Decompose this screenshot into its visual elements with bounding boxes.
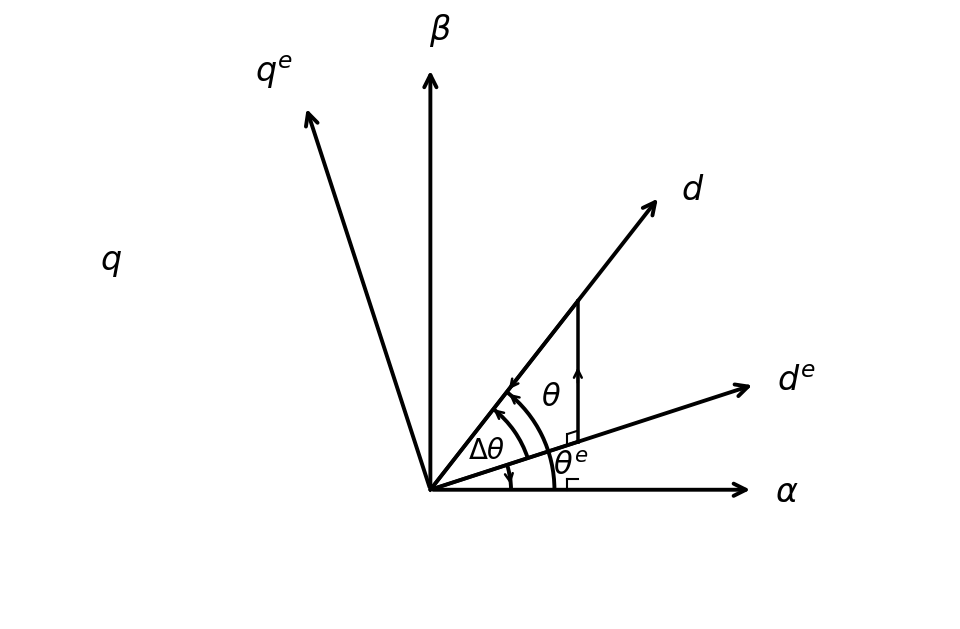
Text: $\theta$: $\theta$: [541, 383, 561, 412]
Text: $q^{e}$: $q^{e}$: [255, 53, 294, 91]
Text: $\Delta\theta$: $\Delta\theta$: [468, 437, 505, 465]
Text: $\alpha$: $\alpha$: [775, 476, 798, 509]
Text: $\theta^{e}$: $\theta^{e}$: [553, 451, 588, 480]
Text: $\beta$: $\beta$: [428, 13, 451, 49]
Text: $q$: $q$: [100, 245, 122, 279]
Text: $d^{e}$: $d^{e}$: [777, 365, 816, 398]
Text: $d$: $d$: [682, 174, 705, 207]
